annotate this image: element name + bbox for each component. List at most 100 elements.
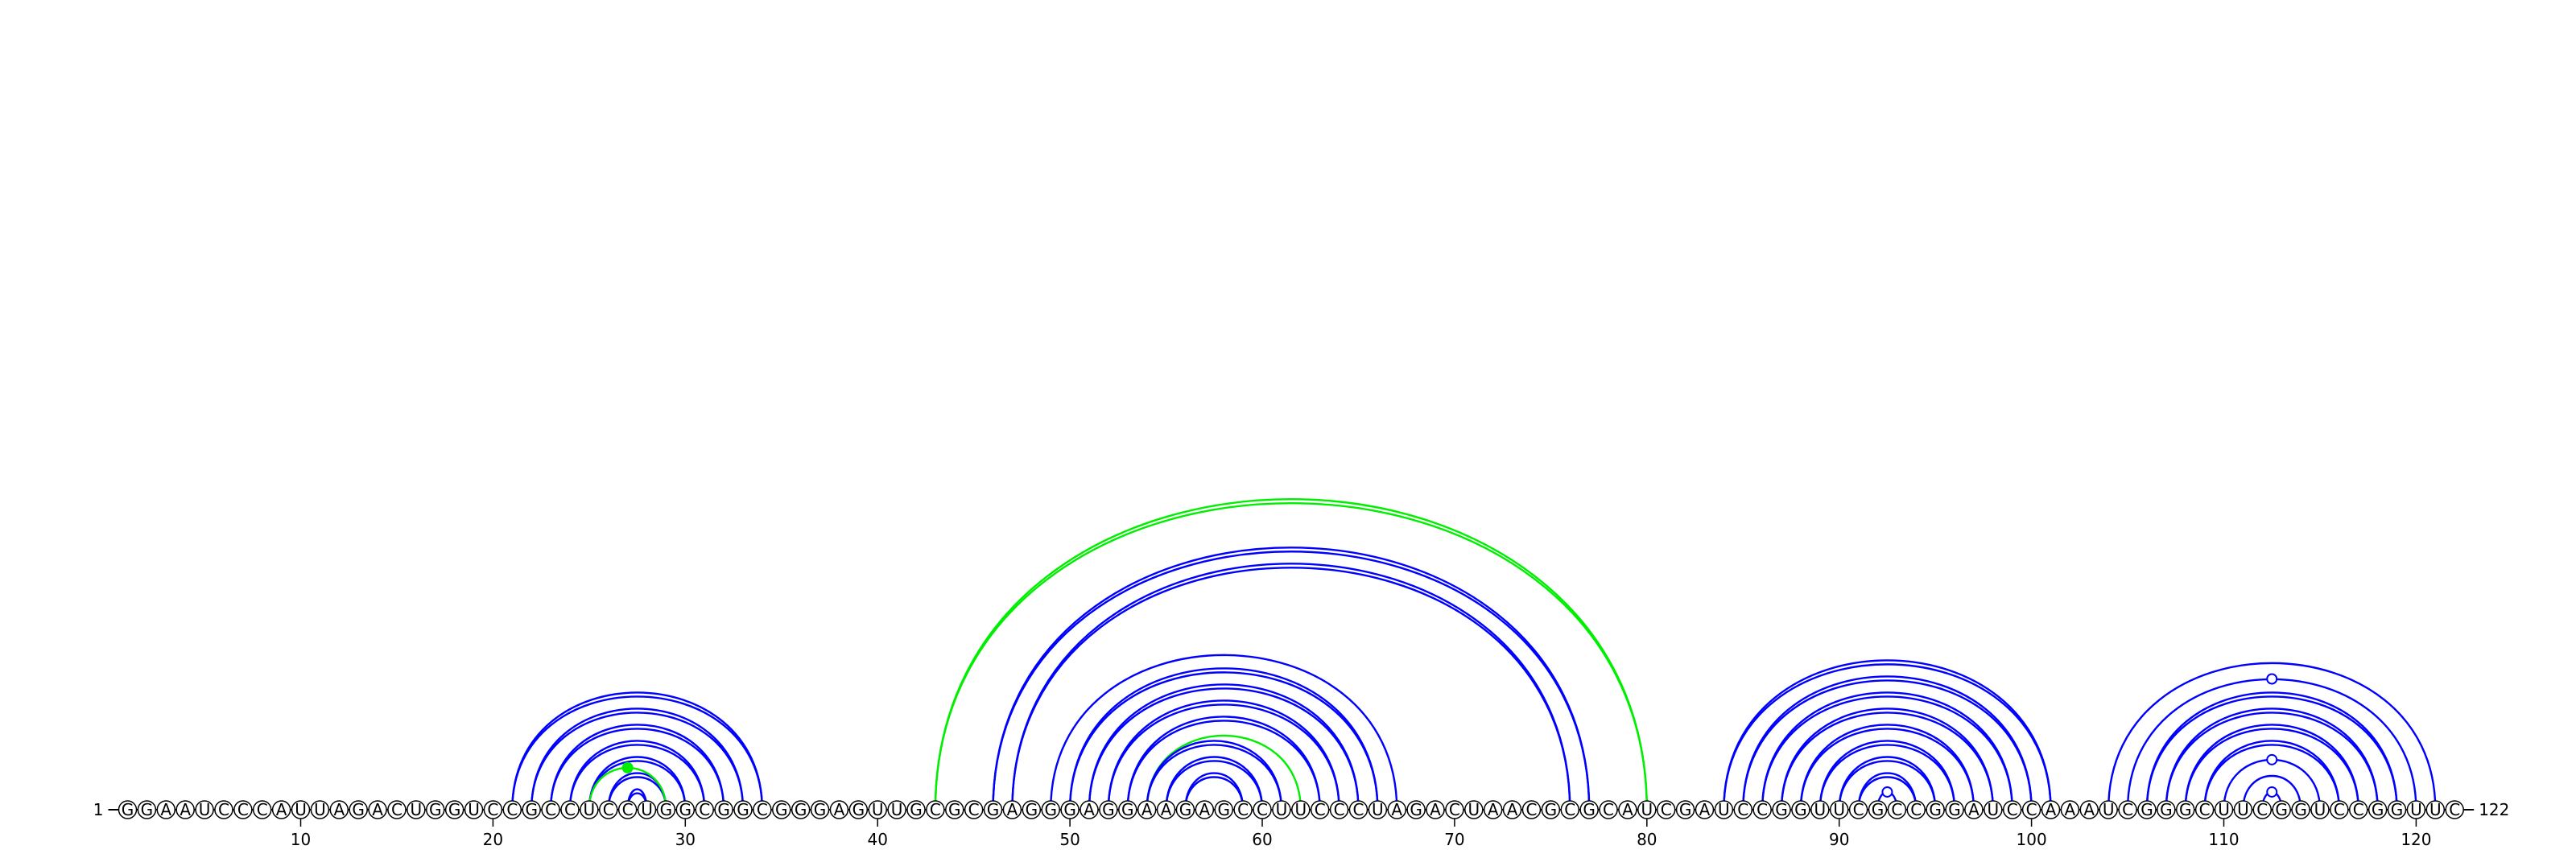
nucleotide-40: U <box>872 800 884 819</box>
nucleotide-110: U <box>2218 800 2230 819</box>
nucleotide-63: C <box>1315 800 1326 819</box>
nucleotide-74: C <box>1525 800 1537 819</box>
nucleotide-circle-10 <box>291 800 311 819</box>
nucleotide-73: A <box>1507 800 1518 819</box>
nucleotide-circle-114 <box>2291 800 2310 819</box>
nucleotide-86: C <box>1757 800 1768 819</box>
nucleotide-8: C <box>257 800 268 819</box>
nucleotide-circle-6 <box>214 800 233 819</box>
nucleotide-21: C <box>506 800 518 819</box>
nucleotide-104: U <box>2103 800 2115 819</box>
arc-pair-49-67 <box>1050 654 1398 811</box>
arc-pair-87-98-inner <box>1780 712 1995 811</box>
nucleotide-circle-25 <box>580 800 599 819</box>
nucleotide-107: G <box>2160 800 2173 819</box>
nucleotide-36: G <box>795 800 807 819</box>
nucleotide-circle-24 <box>560 800 580 819</box>
nucleotide-12: A <box>333 800 345 819</box>
nucleotide-54: A <box>1141 800 1153 819</box>
arc-pair-89-96-inner <box>1818 744 1956 811</box>
arc-pair-84-101-inner <box>1723 663 2052 811</box>
nucleotide-circle-43 <box>926 800 945 819</box>
nucleotide-38: A <box>834 800 845 819</box>
arc-pair-56-59-inner <box>1184 776 1245 811</box>
nucleotide-59: C <box>1237 800 1249 819</box>
nucleotide-circle-1 <box>118 800 138 819</box>
nucleotide-52: G <box>1102 800 1115 819</box>
nucleotide-34: C <box>757 800 768 819</box>
nucleotide-78: C <box>1603 800 1614 819</box>
nucleotide-13: G <box>352 800 365 819</box>
arc-pair-106-119-inner <box>2145 695 2398 811</box>
nucleotide-circle-20 <box>483 800 503 819</box>
nucleotide-circle-2 <box>137 800 157 819</box>
tick-label-10: 10 <box>291 830 311 849</box>
tick-label-100: 100 <box>2017 830 2047 849</box>
nucleotide-96: G <box>1948 800 1961 819</box>
nucleotide-83: A <box>1699 800 1711 819</box>
nucleotide-circle-29 <box>656 800 676 819</box>
arc-pair-54-62 <box>1146 734 1302 811</box>
nucleotide-20: C <box>487 800 498 819</box>
nucleotide-120: U <box>2410 800 2422 819</box>
nucleotide-circle-119 <box>2387 800 2407 819</box>
nucleotide-circle-32 <box>714 800 733 819</box>
nucleotide-circle-8 <box>252 800 272 819</box>
nucleotide-18: G <box>448 800 461 819</box>
nucleotide-53: G <box>1121 800 1134 819</box>
nucleotide-circle-117 <box>2348 800 2368 819</box>
pair-markers <box>621 673 2278 798</box>
nucleotide-57: A <box>1199 800 1210 819</box>
nucleotide-circle-111 <box>2233 800 2253 819</box>
nucleotide-circle-76 <box>1560 800 1579 819</box>
arc-pair-52-64-inner <box>1107 703 1340 811</box>
nucleotide-14: A <box>372 800 383 819</box>
nucleotide-46: G <box>987 800 1000 819</box>
nucleotide-55: A <box>1161 800 1172 819</box>
nucleotide-circle-71 <box>1464 800 1484 819</box>
nucleotide-circle-72 <box>1483 800 1503 819</box>
nucleotide-81: C <box>1661 800 1672 819</box>
nucleotide-circle-94 <box>1906 800 1926 819</box>
nucleotide-32: G <box>717 800 730 819</box>
nucleotide-circle-98 <box>1984 800 2003 819</box>
nucleotide-30: G <box>679 800 692 819</box>
nucleotide-62: U <box>1294 800 1307 819</box>
nucleotide-circle-40 <box>868 800 887 819</box>
nucleotide-circle-96 <box>1945 800 1964 819</box>
nucleotide-6: C <box>218 800 229 819</box>
tick-label-90: 90 <box>1829 830 1849 849</box>
nucleotide-circle-64 <box>1329 800 1349 819</box>
nucleotide-100: C <box>2026 800 2037 819</box>
nucleotide-circle-54 <box>1137 800 1157 819</box>
nucleotide-circle-59 <box>1233 800 1253 819</box>
arc-pair-43-80-inner <box>934 502 1649 811</box>
nucleotide-circle-106 <box>2137 800 2157 819</box>
nucleotide-circle-42 <box>906 800 926 819</box>
nucleotide-circle-15 <box>387 800 407 819</box>
nucleotide-circle-44 <box>945 800 964 819</box>
nucleotide-circle-16 <box>407 800 426 819</box>
nucleotide-39: G <box>852 800 865 819</box>
nucleotide-circle-12 <box>329 800 349 819</box>
arc-pair-107-118-inner <box>2165 712 2379 811</box>
arc-pair-46-77-inner <box>992 551 1591 811</box>
nucleotide-circle-93 <box>1887 800 1907 819</box>
arc-pair-47-76-inner <box>1011 567 1571 811</box>
nucleotide-circle-121 <box>2425 800 2446 819</box>
nucleotide-48: G <box>1026 800 1038 819</box>
nucleotide-circle-92 <box>1868 800 1888 819</box>
nucleotide-118: G <box>2372 800 2384 819</box>
nucleotide-2: G <box>141 800 154 819</box>
nucleotide-circle-88 <box>1791 800 1810 819</box>
nucleotide-circle-102 <box>2060 800 2080 819</box>
nucleotide-circle-108 <box>2175 800 2195 819</box>
nucleotide-circle-19 <box>464 800 484 819</box>
nucleotide-circle-113 <box>2272 800 2291 819</box>
nucleotide-42: G <box>910 800 923 819</box>
nucleotide-circle-105 <box>2118 800 2137 819</box>
nucleotide-circle-27 <box>617 800 638 819</box>
nucleotide-circle-50 <box>1060 800 1080 819</box>
nucleotide-60: C <box>1257 800 1268 819</box>
